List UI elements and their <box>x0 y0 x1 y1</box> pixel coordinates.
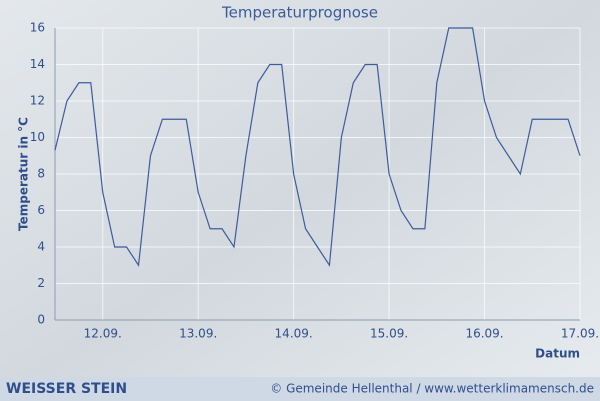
y-tick-label: 4 <box>37 240 45 254</box>
footer-right: © Gemeinde Hellenthal / www.wetterklimam… <box>270 382 594 396</box>
x-tick-label: 16.09. <box>465 327 503 341</box>
x-axis-label: Datum <box>535 347 580 361</box>
y-axis-label: Temperatur in °C <box>17 117 31 231</box>
y-tick-label: 8 <box>37 167 45 181</box>
footer-bar <box>0 377 600 401</box>
y-tick-label: 16 <box>30 21 45 35</box>
y-tick-label: 0 <box>37 313 45 327</box>
x-tick-label: 14.09. <box>275 327 313 341</box>
x-tick-label: 15.09. <box>370 327 408 341</box>
footer-left: WEISSER STEIN <box>6 381 127 397</box>
data-line <box>54 27 581 268</box>
x-tick-label: 17.09. <box>561 327 599 341</box>
x-tick-label: 13.09. <box>179 327 217 341</box>
y-tick-label: 6 <box>37 203 45 217</box>
chart-title: Temperaturprognose <box>221 4 378 22</box>
y-tick-label: 14 <box>30 57 45 71</box>
y-tick-label: 2 <box>37 276 45 290</box>
x-tick-label: 12.09. <box>84 327 122 341</box>
y-tick-label: 12 <box>30 94 45 108</box>
y-tick-label: 10 <box>30 130 45 144</box>
